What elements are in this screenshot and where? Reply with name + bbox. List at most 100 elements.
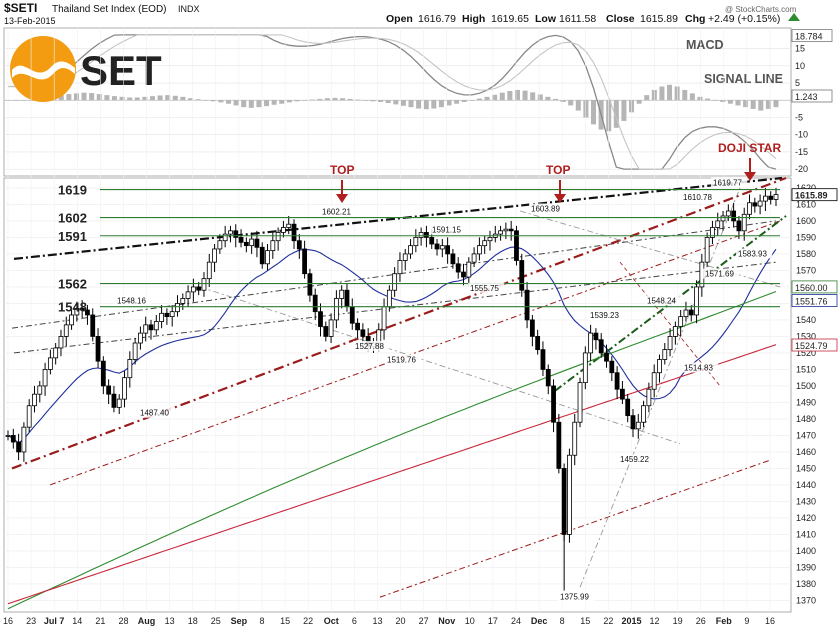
macd-label: MACD	[686, 38, 724, 52]
candle-body	[16, 441, 21, 453]
candle-body	[688, 309, 694, 316]
date-tick-label: 18	[188, 616, 198, 626]
level-label: 1602	[58, 211, 87, 226]
candle-body	[630, 415, 636, 430]
candle-body	[657, 359, 662, 374]
candle-body	[228, 230, 233, 235]
candle-body	[148, 324, 154, 331]
set-logo-circle	[10, 36, 76, 102]
macd-tick-label: 10	[795, 61, 805, 71]
macd-lines	[8, 34, 777, 170]
price-label-bg	[558, 591, 595, 602]
candle-body	[604, 352, 609, 362]
doji-arrow-head	[744, 172, 756, 181]
candle-body	[90, 314, 96, 337]
candle-body	[116, 398, 122, 408]
macd-histogram-bar	[773, 100, 779, 108]
price-tick-label: 1410	[796, 529, 816, 539]
candle-body	[302, 248, 308, 275]
macd-histogram-bar	[461, 100, 467, 102]
candle-body	[540, 349, 546, 370]
price-label: 1539.23	[590, 311, 619, 320]
macd-histogram-bar	[636, 100, 642, 104]
candle-body	[159, 312, 165, 322]
candle-body	[397, 260, 403, 275]
macd-histogram-bar	[127, 97, 133, 101]
candle-body	[715, 220, 721, 228]
date-tick-label: 8	[560, 616, 565, 626]
macd-histogram-bar	[203, 100, 209, 101]
date-tick-label: Jul 7	[44, 616, 65, 626]
price-label-bg	[430, 224, 467, 235]
date-tick-label: Feb	[716, 616, 733, 626]
macd-panel-frame	[3, 27, 792, 177]
candle-body	[598, 339, 604, 354]
macd-histogram-bar	[180, 96, 186, 101]
candle-body	[620, 388, 625, 400]
macd-histogram-bar	[393, 100, 399, 105]
candle-body	[439, 245, 445, 250]
candle-body	[455, 263, 461, 273]
candle-body	[524, 289, 530, 321]
macd-histogram-bar	[66, 94, 72, 101]
candle-body	[318, 311, 323, 327]
candle-body	[296, 240, 302, 250]
price-label-bg	[115, 295, 152, 306]
doji-star-annotation: DOJI STAR	[718, 141, 781, 155]
high-label: High	[462, 13, 485, 25]
macd-histogram-bar	[560, 100, 566, 102]
candle-body	[312, 294, 318, 313]
candle-body	[694, 286, 699, 316]
candle-body	[42, 369, 48, 387]
macd-histogram-bar	[613, 100, 619, 128]
main-red-trendline	[11, 176, 787, 470]
price-label-bg	[385, 354, 422, 365]
macd-axis: 15 10 5 -5 -10 -15 -20	[795, 44, 808, 174]
set-logo: SET	[10, 36, 162, 102]
price-grid	[4, 28, 791, 612]
macd-histogram-bar	[408, 100, 414, 108]
macd-histogram-bar	[286, 100, 292, 103]
macd-histogram-bar	[667, 84, 673, 101]
macd-histogram-bar	[96, 94, 102, 101]
candle-body	[551, 385, 556, 423]
macd-histogram-bar	[423, 100, 429, 110]
macd-histogram-bar	[727, 100, 733, 104]
low-value: 1611.58	[559, 13, 596, 25]
close-label: Close	[606, 13, 635, 25]
macd-histogram-bar	[568, 100, 574, 106]
date-tick-label: 16	[3, 616, 13, 626]
candle-body	[651, 372, 657, 390]
candle-body	[164, 312, 170, 318]
macd-histogram-bar	[271, 100, 277, 105]
date-tick-label: 28	[118, 616, 128, 626]
date-tick-label: 12	[650, 616, 660, 626]
grey-fan-line-1	[199, 286, 681, 445]
candle-body	[662, 349, 668, 360]
candle-body	[281, 227, 286, 233]
macd-value-box	[791, 89, 833, 103]
candle-body	[741, 213, 747, 232]
candle-body	[85, 309, 90, 316]
candle-body	[201, 278, 207, 291]
level-label: 1591	[58, 229, 87, 244]
price-label-bg	[588, 310, 625, 321]
candle-body	[222, 233, 228, 242]
price-label: 1519.76	[387, 355, 416, 364]
candle-body	[413, 237, 419, 247]
candle-body	[344, 289, 350, 308]
signal-line-label: SIGNAL LINE	[704, 72, 783, 86]
macd-histogram-bar	[492, 94, 498, 101]
candle-body	[471, 253, 477, 263]
macd-histogram-bar	[172, 95, 178, 101]
candle-body	[53, 347, 59, 359]
candle-body	[434, 243, 440, 250]
candle-body	[768, 195, 774, 200]
set-logo-wave	[12, 61, 75, 80]
macd-histogram-bar	[621, 100, 627, 121]
price-label: 1571.69	[705, 270, 734, 279]
candle-body	[424, 232, 429, 238]
candle-body	[79, 307, 85, 311]
date-tick-label: 13	[372, 616, 382, 626]
